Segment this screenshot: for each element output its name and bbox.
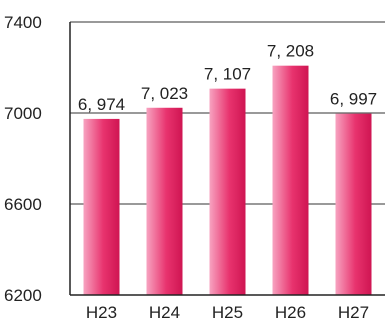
bar-h25 bbox=[209, 88, 246, 295]
data-label-h23: 6, 974 bbox=[78, 95, 125, 114]
axes bbox=[69, 22, 385, 296]
bar-h24 bbox=[146, 107, 183, 295]
bar-h26 bbox=[272, 65, 309, 296]
y-axis-ticks: 6200 6600 7000 7400 bbox=[4, 13, 42, 305]
y-tick-label: 6200 bbox=[4, 286, 42, 305]
x-axis-categories: H23 H24 H25 H26 H27 bbox=[86, 303, 369, 322]
category-label-h24: H24 bbox=[149, 303, 180, 322]
data-label-h24: 7, 023 bbox=[141, 84, 188, 103]
data-label-h25: 7, 107 bbox=[204, 65, 251, 84]
bar-h27 bbox=[335, 113, 372, 296]
bars bbox=[83, 65, 372, 296]
y-tick-label: 7000 bbox=[4, 104, 42, 123]
category-label-h23: H23 bbox=[86, 303, 117, 322]
bar-h23 bbox=[83, 118, 120, 295]
y-tick-label: 7400 bbox=[4, 13, 42, 32]
category-label-h25: H25 bbox=[212, 303, 243, 322]
category-label-h26: H26 bbox=[275, 303, 306, 322]
y-tick-label: 6600 bbox=[4, 195, 42, 214]
category-label-h27: H27 bbox=[338, 303, 369, 322]
data-label-h27: 6, 997 bbox=[330, 90, 377, 109]
data-labels: 6, 974 7, 023 7, 107 7, 208 6, 997 bbox=[78, 42, 377, 114]
data-label-h26: 7, 208 bbox=[267, 42, 314, 61]
